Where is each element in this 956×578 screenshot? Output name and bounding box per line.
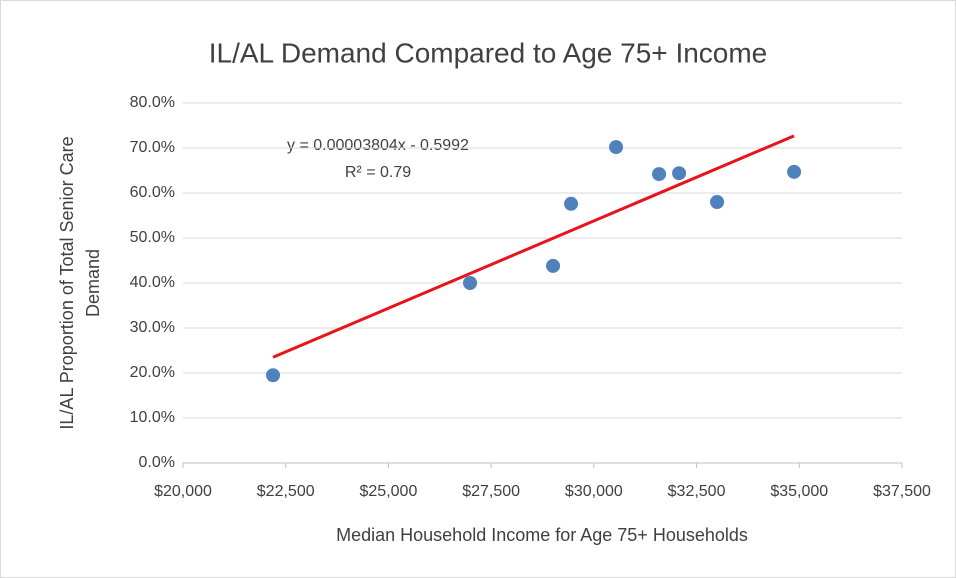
data-point <box>609 140 624 155</box>
x-tick-label: $25,000 <box>360 483 418 500</box>
data-point <box>463 276 478 290</box>
y-tick-label: 70.0% <box>130 139 175 156</box>
y-tick-label: 30.0% <box>130 319 175 336</box>
data-point <box>710 195 725 209</box>
y-tick-label: 60.0% <box>130 184 175 201</box>
y-tick-label: 50.0% <box>130 229 175 246</box>
x-tick-label: $27,500 <box>462 483 520 500</box>
chart-title: IL/AL Demand Compared to Age 75+ Income <box>209 37 768 68</box>
y-tick-label: 20.0% <box>130 364 175 381</box>
data-point <box>652 167 667 182</box>
data-point <box>672 166 687 181</box>
trendline-equation: y = 0.00003804x - 0.5992 <box>287 137 469 154</box>
data-point <box>546 258 561 273</box>
data-point <box>564 196 579 211</box>
data-point <box>787 164 802 179</box>
x-tick-label: $30,000 <box>565 483 623 500</box>
y-tick-label: 40.0% <box>130 274 175 291</box>
x-tick-label: $37,500 <box>873 483 931 500</box>
y-tick-label: 0.0% <box>139 454 175 471</box>
y-axis-title: IL/AL Proportion of Total Senior Care <box>57 136 77 429</box>
x-axis-title: Median Household Income for Age 75+ Hous… <box>336 525 748 545</box>
y-tick-label: 10.0% <box>130 409 175 426</box>
data-point <box>266 368 281 383</box>
y-tick-label: 80.0% <box>130 94 175 111</box>
x-tick-label: $22,500 <box>257 483 315 500</box>
trendline-r-squared: R² = 0.79 <box>345 164 411 181</box>
y-axis-title: Demand <box>83 249 103 317</box>
x-tick-label: $32,500 <box>668 483 726 500</box>
x-tick-label: $35,000 <box>770 483 828 500</box>
trendline <box>272 134 795 359</box>
x-tick-label: $20,000 <box>154 483 212 500</box>
